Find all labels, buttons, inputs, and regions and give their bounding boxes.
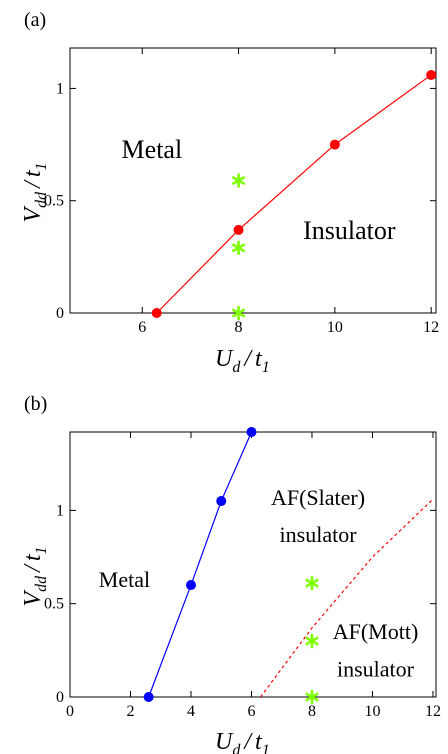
star-marker (305, 575, 319, 591)
x-tick-label: 0 (66, 703, 74, 720)
x-axis-label-den-sub: 1 (262, 742, 270, 754)
x-tick-label: 12 (425, 703, 441, 720)
star-stroke (305, 692, 319, 702)
panel-label: (a) (24, 9, 46, 31)
y-tick-label: 0 (56, 689, 64, 706)
x-tick-label: 2 (126, 703, 134, 720)
y-axis-label-den-sub: 1 (33, 546, 50, 554)
x-axis-label: Ud / t1 (215, 346, 270, 376)
series-line (148, 431, 253, 698)
data-point (216, 496, 227, 507)
data-point (185, 580, 196, 591)
plot-frame (69, 47, 437, 314)
x-axis-label-den-sub: 1 (262, 359, 270, 376)
x-tick-label: 12 (423, 319, 439, 336)
y-tick-label: 1 (56, 502, 64, 519)
region-label: Metal (122, 135, 183, 164)
region-label: AF(Mott) (333, 619, 419, 644)
x-tick-label: 8 (308, 703, 316, 720)
region-label: insulator (337, 656, 415, 681)
data-point (151, 308, 162, 318)
y-axis-label-den: t (20, 553, 46, 561)
star-stroke (232, 176, 246, 185)
y-tick-label: 0.5 (44, 596, 64, 613)
y-axis-label-sub: dd (33, 575, 50, 592)
x-tick-label: 6 (138, 319, 146, 336)
region-label: Metal (99, 567, 150, 592)
x-axis-label-slash: / (242, 346, 253, 372)
y-axis-label: Vdd/ t1 (20, 546, 50, 606)
x-axis-label-sub: d (232, 742, 241, 754)
star-stroke (305, 636, 319, 646)
region-label: Insulator (303, 216, 396, 245)
star-marker (232, 305, 246, 321)
star-stroke (232, 243, 246, 253)
star-marker (232, 240, 246, 256)
y-axis-label-slash: / (20, 563, 46, 574)
y-tick-label: 0.5 (44, 193, 64, 210)
data-point (246, 427, 257, 437)
region-label: AF(Slater) (271, 485, 365, 510)
y-axis-label: Vdd/ t1 (20, 162, 50, 222)
x-axis-label-main: U (215, 729, 234, 754)
y-axis-label-main: V (20, 590, 46, 607)
x-axis-label-main: U (215, 346, 234, 372)
star-stroke (232, 308, 246, 318)
y-axis-label-den: t (20, 169, 46, 177)
data-point (233, 224, 244, 235)
star-marker (305, 689, 319, 705)
y-axis-label-den-sub: 1 (33, 162, 50, 170)
y-tick-label: 1 (56, 80, 64, 97)
star-marker (232, 173, 246, 188)
data-point (329, 139, 340, 150)
x-tick-label: 6 (247, 703, 255, 720)
region-label: insulator (280, 522, 358, 547)
x-axis-label-sub: d (232, 359, 241, 376)
x-tick-label: 10 (327, 319, 343, 336)
y-axis-label-main: V (20, 206, 46, 223)
x-tick-label: 10 (364, 703, 380, 720)
panel-label: (b) (24, 393, 47, 415)
x-axis-label: Ud / t1 (215, 729, 270, 754)
y-axis-label-slash: / (20, 179, 46, 190)
x-axis-label-slash: / (242, 729, 253, 754)
series-line (156, 74, 432, 314)
series-line (260, 498, 434, 698)
x-axis-label-den: t (255, 346, 263, 372)
star-stroke (305, 578, 319, 588)
y-tick-label: 0 (56, 305, 64, 322)
star-marker (305, 633, 319, 649)
x-axis-label-den: t (255, 729, 263, 754)
x-tick-label: 8 (235, 319, 243, 336)
data-point (426, 69, 437, 80)
data-point (143, 692, 154, 702)
x-tick-label: 4 (187, 703, 195, 720)
y-axis-label-sub: dd (33, 191, 50, 208)
